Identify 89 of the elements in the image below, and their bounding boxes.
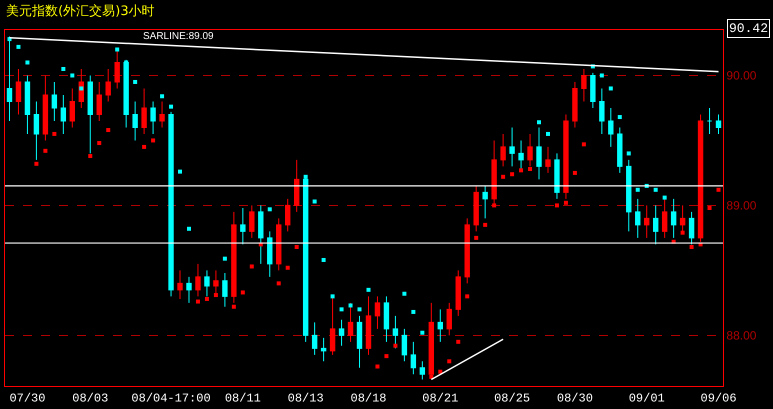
x-tick-label: 08/13 — [288, 391, 324, 406]
candlestick — [16, 68, 22, 115]
candlestick — [159, 100, 165, 128]
candlestick — [60, 94, 66, 134]
candlestick — [123, 59, 129, 128]
candlestick — [132, 100, 138, 141]
candlestick — [24, 74, 30, 134]
candlestick — [330, 296, 336, 356]
candlestick — [635, 198, 640, 238]
candlestick — [52, 81, 58, 122]
candlestick — [410, 341, 416, 375]
candlestick — [491, 140, 497, 206]
candlestick — [527, 133, 533, 167]
candlestick — [141, 88, 147, 134]
candlestick — [464, 218, 470, 284]
candlestick — [706, 107, 712, 134]
candlestick — [106, 68, 111, 102]
candlestick — [688, 211, 694, 245]
candlestick — [249, 204, 255, 238]
candlestick — [168, 111, 174, 297]
candlestick — [302, 176, 308, 342]
candlestick — [150, 100, 156, 134]
candlestick — [599, 88, 605, 134]
x-tick-label: 08/21 — [422, 391, 458, 406]
candlestick — [572, 81, 578, 128]
x-tick-label: 08/30 — [556, 391, 593, 406]
x-tick-label: 08/18 — [350, 391, 386, 406]
candlestick — [320, 337, 326, 362]
candlestick — [626, 159, 632, 232]
y-tick-label: 88.00 — [726, 328, 757, 343]
candlestick — [698, 114, 704, 242]
y-tick-label: 89.00 — [726, 198, 757, 213]
x-tick-label: 08/04-17:00 — [131, 391, 211, 406]
candlestick — [446, 302, 452, 336]
x-tick-label: 07/30 — [9, 391, 46, 406]
candlestick — [716, 114, 722, 134]
candlestick — [222, 272, 228, 308]
candlestick — [177, 270, 183, 300]
candlestick — [473, 185, 479, 232]
x-tick-label: 09/06 — [700, 391, 737, 406]
candlestick — [294, 159, 300, 212]
candlestick — [88, 74, 93, 154]
candlestick — [536, 126, 542, 180]
text: 90.42 — [729, 21, 768, 36]
y-tick-label: 90.00 — [726, 68, 757, 83]
candlestick — [186, 276, 192, 304]
candlestick — [276, 218, 282, 271]
candlestick — [644, 204, 650, 238]
candlestick — [438, 308, 443, 342]
candlestick — [356, 315, 362, 368]
candlestick — [34, 100, 40, 160]
candlestick — [545, 146, 551, 174]
candlestick — [428, 302, 434, 378]
x-tick-label: 08/25 — [494, 391, 530, 406]
chart-title: 美元指数(外汇交易)3小时 — [6, 3, 155, 20]
candlestick — [420, 360, 426, 380]
candlestick — [96, 81, 102, 122]
candlestick — [312, 322, 318, 356]
candlestick — [652, 204, 658, 245]
candlestick — [338, 319, 344, 346]
candlestick — [392, 315, 398, 349]
candlestick — [500, 133, 506, 167]
x-tick-label: 08/11 — [224, 391, 261, 406]
candlestick — [563, 114, 569, 200]
candlestick — [240, 208, 246, 245]
candlestick — [509, 126, 515, 167]
candlestick — [402, 328, 408, 362]
annotation: SARLINE:89.09 — [143, 31, 214, 42]
candlestick — [456, 270, 461, 316]
candlestick — [114, 48, 120, 89]
x-tick-label: 08/03 — [72, 391, 108, 406]
candlestick — [195, 263, 201, 297]
candlestick — [366, 296, 372, 356]
candlestick — [204, 270, 210, 297]
candlestick — [590, 72, 596, 108]
candlestick — [617, 126, 622, 174]
candlestick — [670, 198, 676, 238]
candlestick — [285, 198, 290, 232]
candlestick — [70, 88, 76, 128]
candlestick — [374, 296, 380, 330]
candlestick — [482, 185, 488, 219]
candlestick — [581, 68, 587, 102]
candlestick — [608, 107, 614, 148]
candlestick — [554, 152, 560, 200]
x-tick-label: 09/01 — [628, 391, 665, 406]
candlestick — [384, 296, 390, 342]
candlestick — [267, 230, 272, 278]
candlestick — [348, 302, 354, 342]
candlestick — [42, 74, 48, 141]
